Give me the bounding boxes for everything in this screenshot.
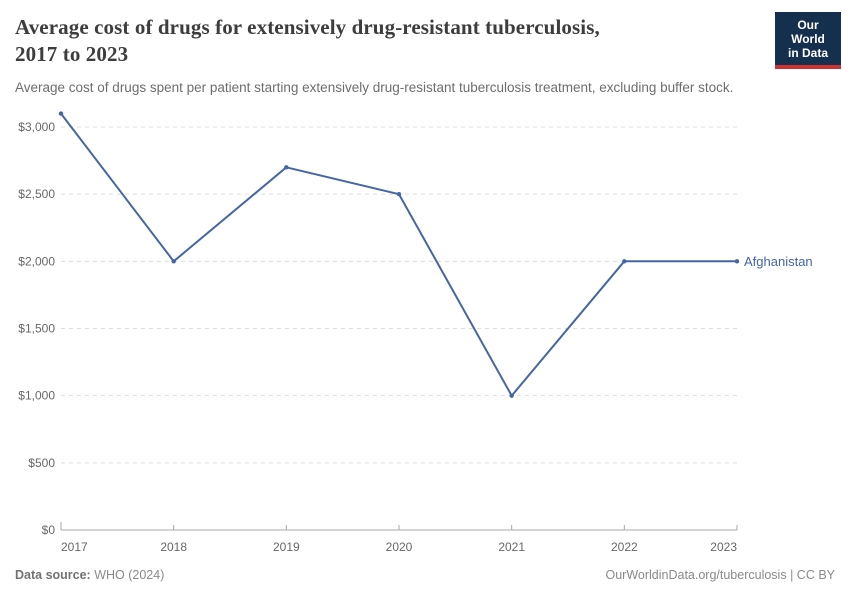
y-tick-label-2000: $2,000 [18, 254, 55, 268]
data-point-2020[interactable] [396, 191, 402, 197]
entity-label-afghanistan[interactable]: Afghanistan [744, 254, 813, 269]
attribution-divider: | [786, 568, 797, 582]
owid-logo-red-bar [775, 65, 841, 69]
x-tick-label-2023: 2023 [710, 540, 737, 554]
chart-subtitle: Average cost of drugs spent per patient … [15, 80, 734, 95]
x-tick-label-2021: 2021 [498, 540, 525, 554]
attribution: OurWorldinData.org/tuberculosis | CC BY [605, 568, 835, 582]
x-tick-label-2018: 2018 [160, 540, 187, 554]
chart-footer: Data source: WHO (2024) OurWorldinData.o… [15, 568, 835, 582]
y-tick-label-2500: $2,500 [18, 187, 55, 201]
data-source-value: WHO (2024) [94, 568, 165, 582]
data-point-2022[interactable] [622, 259, 627, 264]
chart-title: Average cost of drugs for extensively dr… [15, 14, 755, 68]
x-tick-label-2019: 2019 [273, 540, 300, 554]
license-badge: CC BY [796, 568, 835, 582]
chart-title-line-1: Average cost of drugs for extensively dr… [15, 15, 600, 39]
owid-link[interactable]: OurWorldinData.org/tuberculosis [605, 568, 787, 582]
y-tick-label-0: $0 [42, 523, 56, 537]
series-line-afghanistan[interactable] [60, 112, 738, 397]
x-tick-label-2022: 2022 [611, 540, 638, 554]
data-point-2018[interactable] [171, 259, 176, 264]
data-source-label: Data source: [15, 568, 91, 582]
y-tick-label-1000: $1,000 [18, 389, 55, 403]
data-point-2023[interactable] [734, 259, 740, 264]
y-tick-label-1500: $1,500 [18, 322, 55, 336]
owid-logo[interactable]: Our World in Data [775, 12, 841, 69]
x-tick-label-2017: 2017 [61, 540, 88, 554]
y-tick-label-500: $500 [28, 456, 55, 470]
data-point-2021[interactable] [509, 393, 514, 398]
data-point-2019[interactable] [284, 165, 289, 170]
x-tick-label-2020: 2020 [386, 540, 413, 554]
data-source: Data source: WHO (2024) [15, 568, 164, 582]
owid-logo-text: Our World in Data [775, 12, 841, 65]
data-point-2017[interactable] [58, 111, 64, 116]
chart-title-line-2: 2017 to 2023 [15, 42, 129, 66]
y-tick-label-3000: $3,000 [18, 120, 55, 134]
